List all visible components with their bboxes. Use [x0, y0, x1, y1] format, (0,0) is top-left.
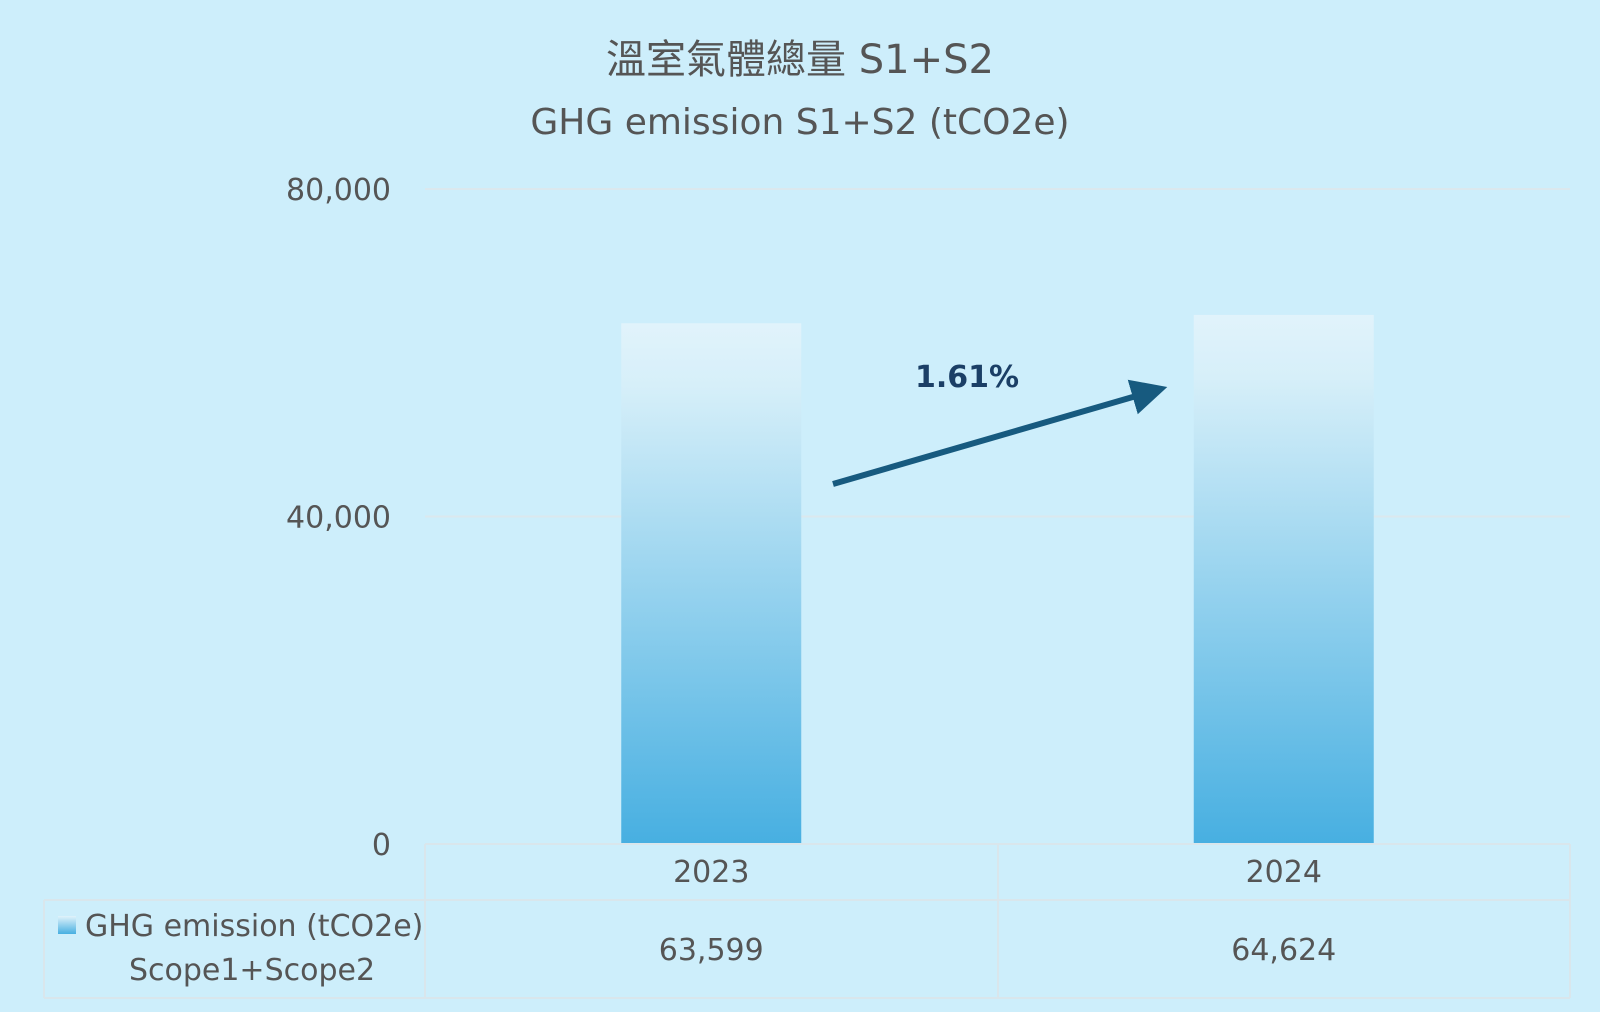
- y-tick-label: 80,000: [286, 173, 391, 208]
- chart-title: 溫室氣體總量 S1+S2: [606, 37, 994, 83]
- legend-swatch: [58, 916, 76, 934]
- bar: [621, 323, 802, 844]
- chart-subtitle: GHG emission S1+S2 (tCO2e): [530, 102, 1069, 143]
- table-values: 63,599 64,624: [659, 933, 1336, 968]
- x-category-label: 2023: [673, 855, 749, 890]
- bar: [1193, 314, 1374, 844]
- data-table: [43, 843, 1571, 999]
- legend-label: GHG emission (tCO2e): [85, 909, 423, 944]
- annotation-label: 1.61%: [915, 360, 1019, 395]
- table-value: 64,624: [1231, 933, 1336, 968]
- table-value: 63,599: [659, 933, 764, 968]
- bars: [621, 314, 1374, 844]
- y-axis: 0 40,000 80,000: [286, 173, 391, 863]
- y-tick-label: 0: [372, 828, 391, 863]
- gridlines: [425, 188, 1570, 518]
- legend-label-line2: Scope1+Scope2: [129, 953, 375, 988]
- x-category-label: 2024: [1246, 855, 1322, 890]
- x-axis: 2023 2024: [673, 855, 1322, 890]
- y-tick-label: 40,000: [286, 501, 391, 536]
- trend-arrow: [832, 379, 1168, 487]
